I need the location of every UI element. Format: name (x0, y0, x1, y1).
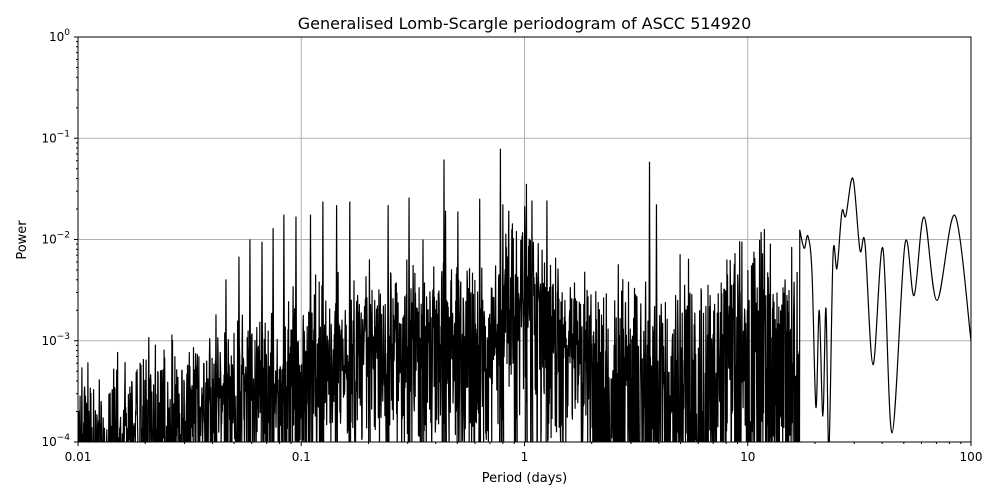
y-tick-label: 10−3 (41, 332, 70, 348)
y-tick-exponent: −2 (57, 231, 70, 241)
x-tick-label: 10 (740, 450, 755, 464)
y-tick-exponent: −3 (57, 332, 70, 342)
y-tick-base: 10 (41, 131, 56, 145)
x-tick-label: 100 (960, 450, 983, 464)
y-tick-label: 10−4 (41, 433, 70, 449)
y-tick-label: 10−2 (41, 231, 70, 247)
y-axis-label: Power (15, 220, 30, 260)
y-tick-base: 10 (41, 233, 56, 247)
y-tick-exponent: 0 (64, 28, 70, 38)
y-tick-exponent: −1 (57, 129, 70, 139)
y-tick-base: 10 (41, 334, 56, 348)
chart-title: Generalised Lomb-Scargle periodogram of … (298, 14, 752, 33)
y-tick-label: 100 (49, 28, 70, 44)
periodogram-line (78, 148, 971, 442)
x-tick-label: 1 (521, 450, 529, 464)
y-tick-base: 10 (49, 30, 64, 44)
x-axis-label: Period (days) (482, 471, 568, 486)
y-tick-base: 10 (41, 435, 56, 449)
y-tick-label: 10−1 (41, 129, 70, 145)
x-tick-label: 0.1 (292, 450, 311, 464)
x-axis-ticks: 0.01 0.1 1 10 100 (65, 442, 983, 464)
y-tick-exponent: −4 (57, 433, 71, 443)
x-tick-label: 0.01 (65, 450, 92, 464)
